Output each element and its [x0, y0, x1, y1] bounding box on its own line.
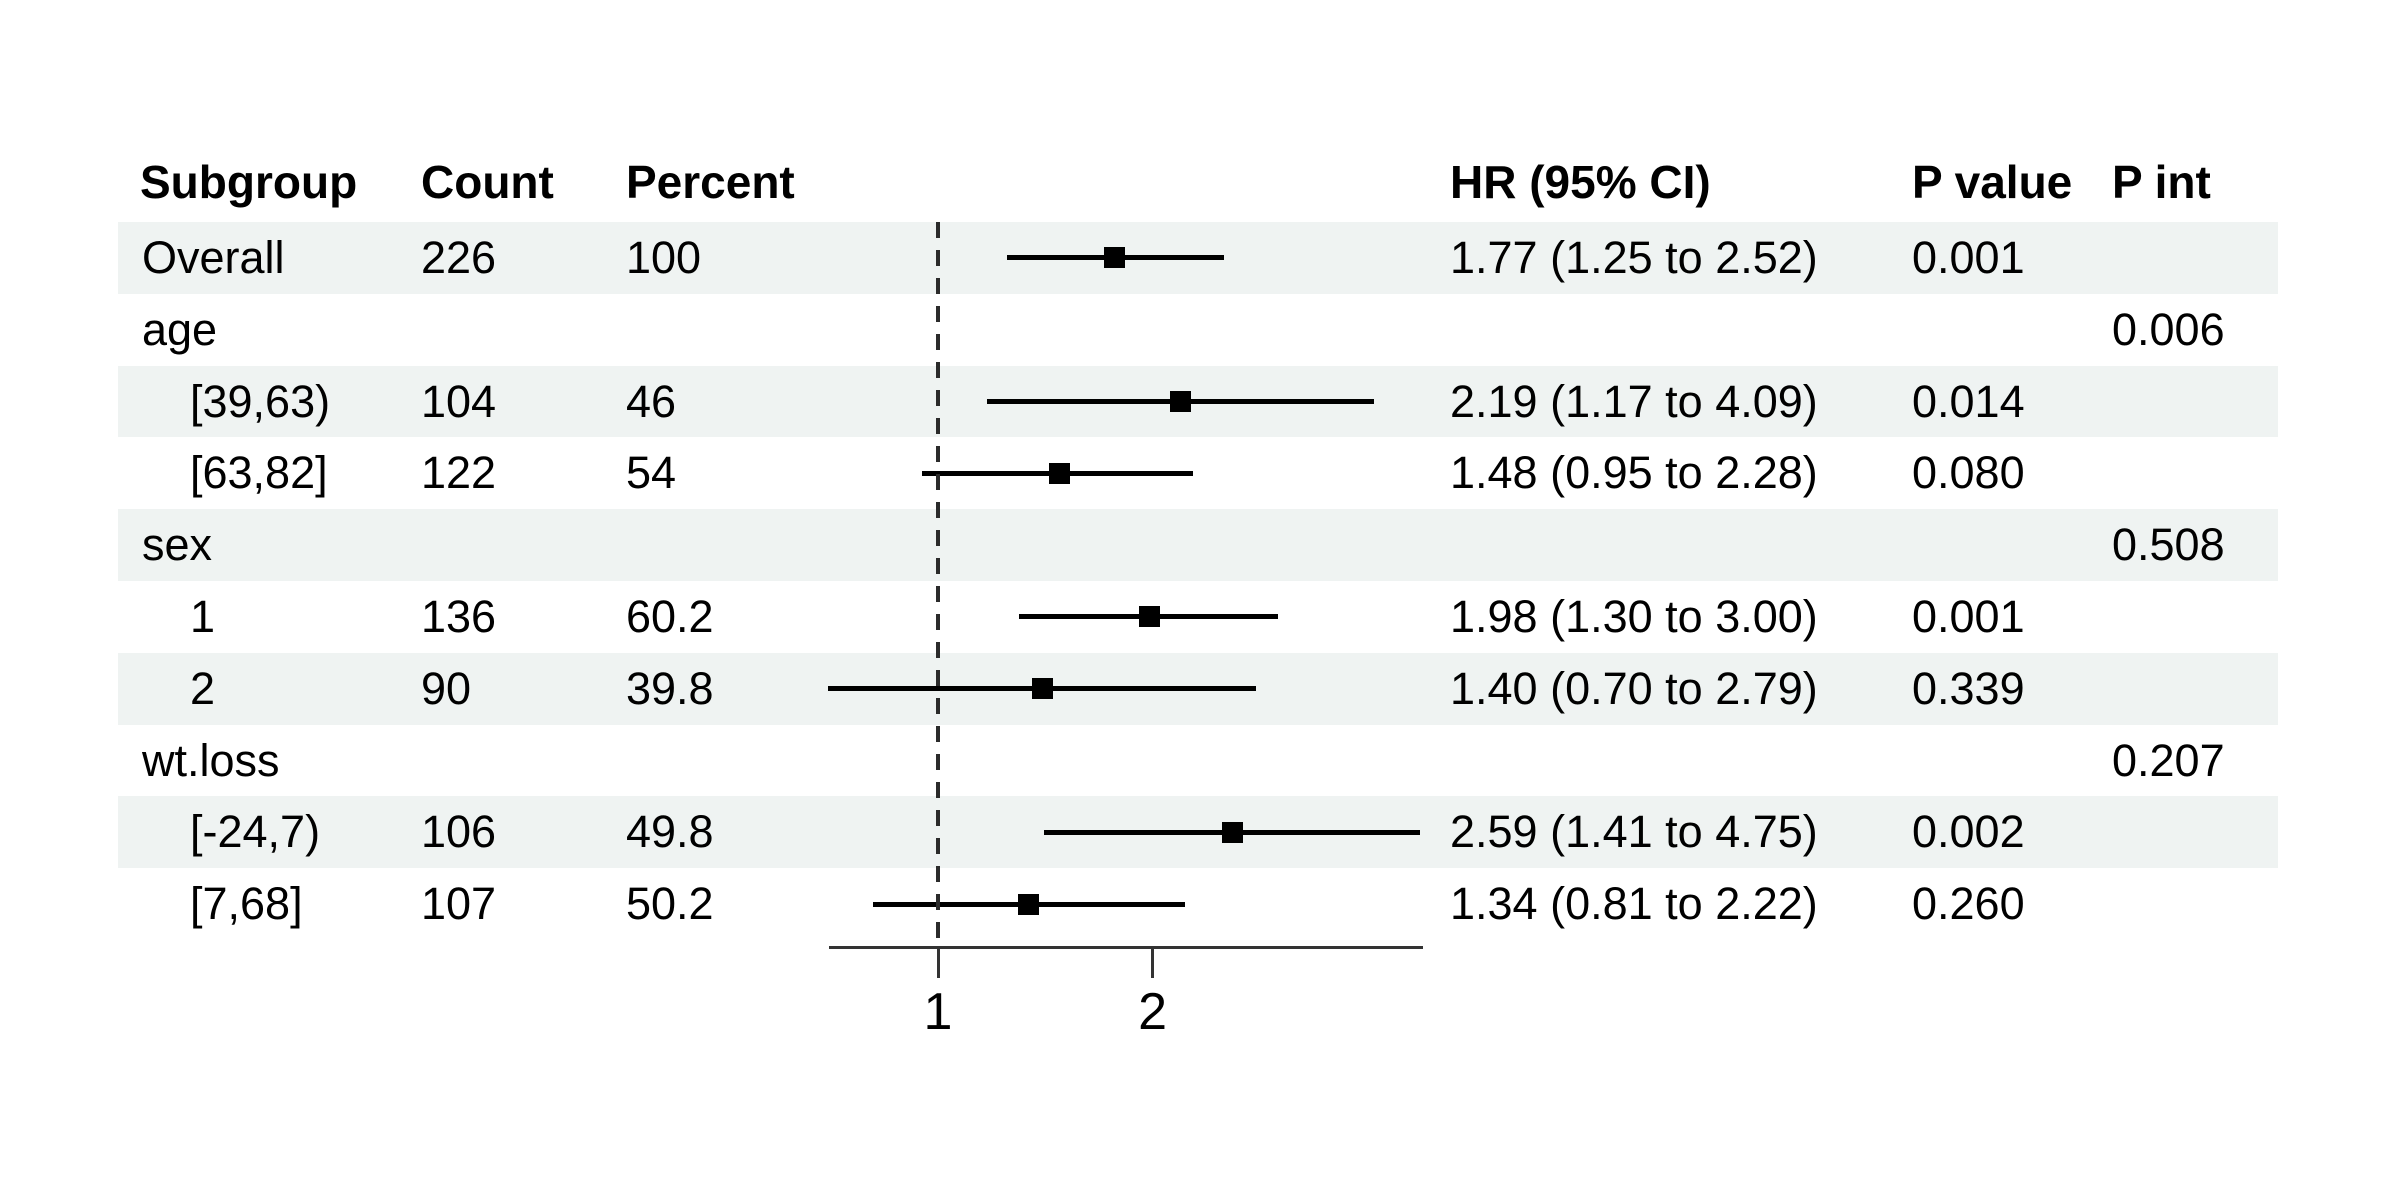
- reference-line: [936, 222, 940, 946]
- row-label: [7,68]: [190, 878, 303, 930]
- percent-cell: 60.2: [626, 591, 714, 642]
- p-int-cell: 0.508: [2112, 519, 2225, 571]
- table-row: age 0.006: [118, 294, 2278, 366]
- row-label: [39,63): [190, 375, 331, 427]
- table-row: wt.loss 0.207: [118, 725, 2278, 797]
- hr-cell: 1.77 (1.25 to 2.52): [1450, 232, 1818, 283]
- table-row: Overall 226 100 1.77 (1.25 to 2.52) 0.001: [118, 222, 2278, 294]
- hr-cell: 1.34 (0.81 to 2.22): [1450, 878, 1818, 930]
- x-axis-tick: [1151, 946, 1155, 978]
- row-label: [-24,7): [190, 806, 321, 858]
- count-cell: 90: [421, 662, 472, 714]
- percent-cell: 39.8: [626, 662, 714, 714]
- row-label: [63,82]: [190, 447, 328, 499]
- column-header-p-value: P value: [1912, 156, 2073, 208]
- percent-cell: 54: [626, 447, 677, 499]
- x-axis-tick-label: 1: [923, 983, 953, 1041]
- percent-cell: 49.8: [626, 806, 714, 858]
- hr-cell: 1.98 (1.30 to 3.00): [1450, 591, 1818, 642]
- point-marker: [1222, 821, 1244, 843]
- column-header-p-int: P int: [2112, 156, 2211, 208]
- row-label: Overall: [142, 232, 285, 283]
- p-value-cell: 0.014: [1912, 375, 2025, 427]
- p-value-cell: 0.001: [1912, 232, 2025, 283]
- p-value-cell: 0.339: [1912, 662, 2025, 714]
- point-marker: [1170, 390, 1192, 412]
- point-marker: [1031, 678, 1053, 700]
- point-marker: [1018, 893, 1040, 915]
- p-value-cell: 0.260: [1912, 878, 2025, 930]
- hr-cell: 1.40 (0.70 to 2.79): [1450, 662, 1818, 714]
- table-row: [7,68] 107 50.2 1.34 (0.81 to 2.22) 0.260: [118, 868, 2278, 940]
- row-label: 2: [190, 662, 216, 714]
- column-header-hr: HR (95% CI): [1450, 156, 1711, 208]
- count-cell: 106: [421, 806, 497, 858]
- point-marker: [1138, 606, 1160, 628]
- x-axis-line: [829, 946, 1423, 949]
- table-row: 1 136 60.2 1.98 (1.30 to 3.00) 0.001: [118, 581, 2278, 653]
- hr-cell: 1.48 (0.95 to 2.28): [1450, 447, 1818, 499]
- hr-cell: 2.19 (1.17 to 4.09): [1450, 375, 1818, 427]
- p-value-cell: 0.002: [1912, 806, 2025, 858]
- column-header-percent: Percent: [626, 156, 795, 208]
- column-header-subgroup: Subgroup: [140, 156, 358, 208]
- count-cell: 107: [421, 878, 497, 930]
- point-marker: [1048, 462, 1070, 484]
- count-cell: 104: [421, 375, 497, 427]
- count-cell: 226: [421, 232, 497, 283]
- percent-cell: 46: [626, 375, 677, 427]
- table-row: sex 0.508: [118, 509, 2278, 581]
- p-value-cell: 0.080: [1912, 447, 2025, 499]
- table-row: 2 90 39.8 1.40 (0.70 to 2.79) 0.339: [118, 652, 2278, 725]
- table-row: [-24,7) 106 49.8 2.59 (1.41 to 4.75) 0.002: [118, 796, 2278, 869]
- x-axis-tick: [936, 946, 940, 978]
- table-row: [39,63) 104 46 2.19 (1.17 to 4.09) 0.014: [118, 365, 2278, 438]
- point-marker: [1104, 247, 1126, 269]
- row-label: 1: [190, 591, 216, 642]
- row-label: age: [142, 303, 218, 355]
- p-int-cell: 0.207: [2112, 734, 2225, 786]
- table-row: [63,82] 122 54 1.48 (0.95 to 2.28) 0.080: [118, 437, 2278, 509]
- percent-cell: 50.2: [626, 878, 714, 930]
- hr-cell: 2.59 (1.41 to 4.75): [1450, 806, 1818, 858]
- row-label: sex: [142, 519, 213, 571]
- count-cell: 136: [421, 591, 497, 642]
- x-axis-tick-label: 2: [1138, 983, 1168, 1041]
- row-label: wt.loss: [142, 734, 280, 786]
- p-int-cell: 0.006: [2112, 303, 2225, 355]
- column-header-count: Count: [421, 156, 554, 208]
- p-value-cell: 0.001: [1912, 591, 2025, 642]
- percent-cell: 100: [626, 232, 702, 283]
- count-cell: 122: [421, 447, 497, 499]
